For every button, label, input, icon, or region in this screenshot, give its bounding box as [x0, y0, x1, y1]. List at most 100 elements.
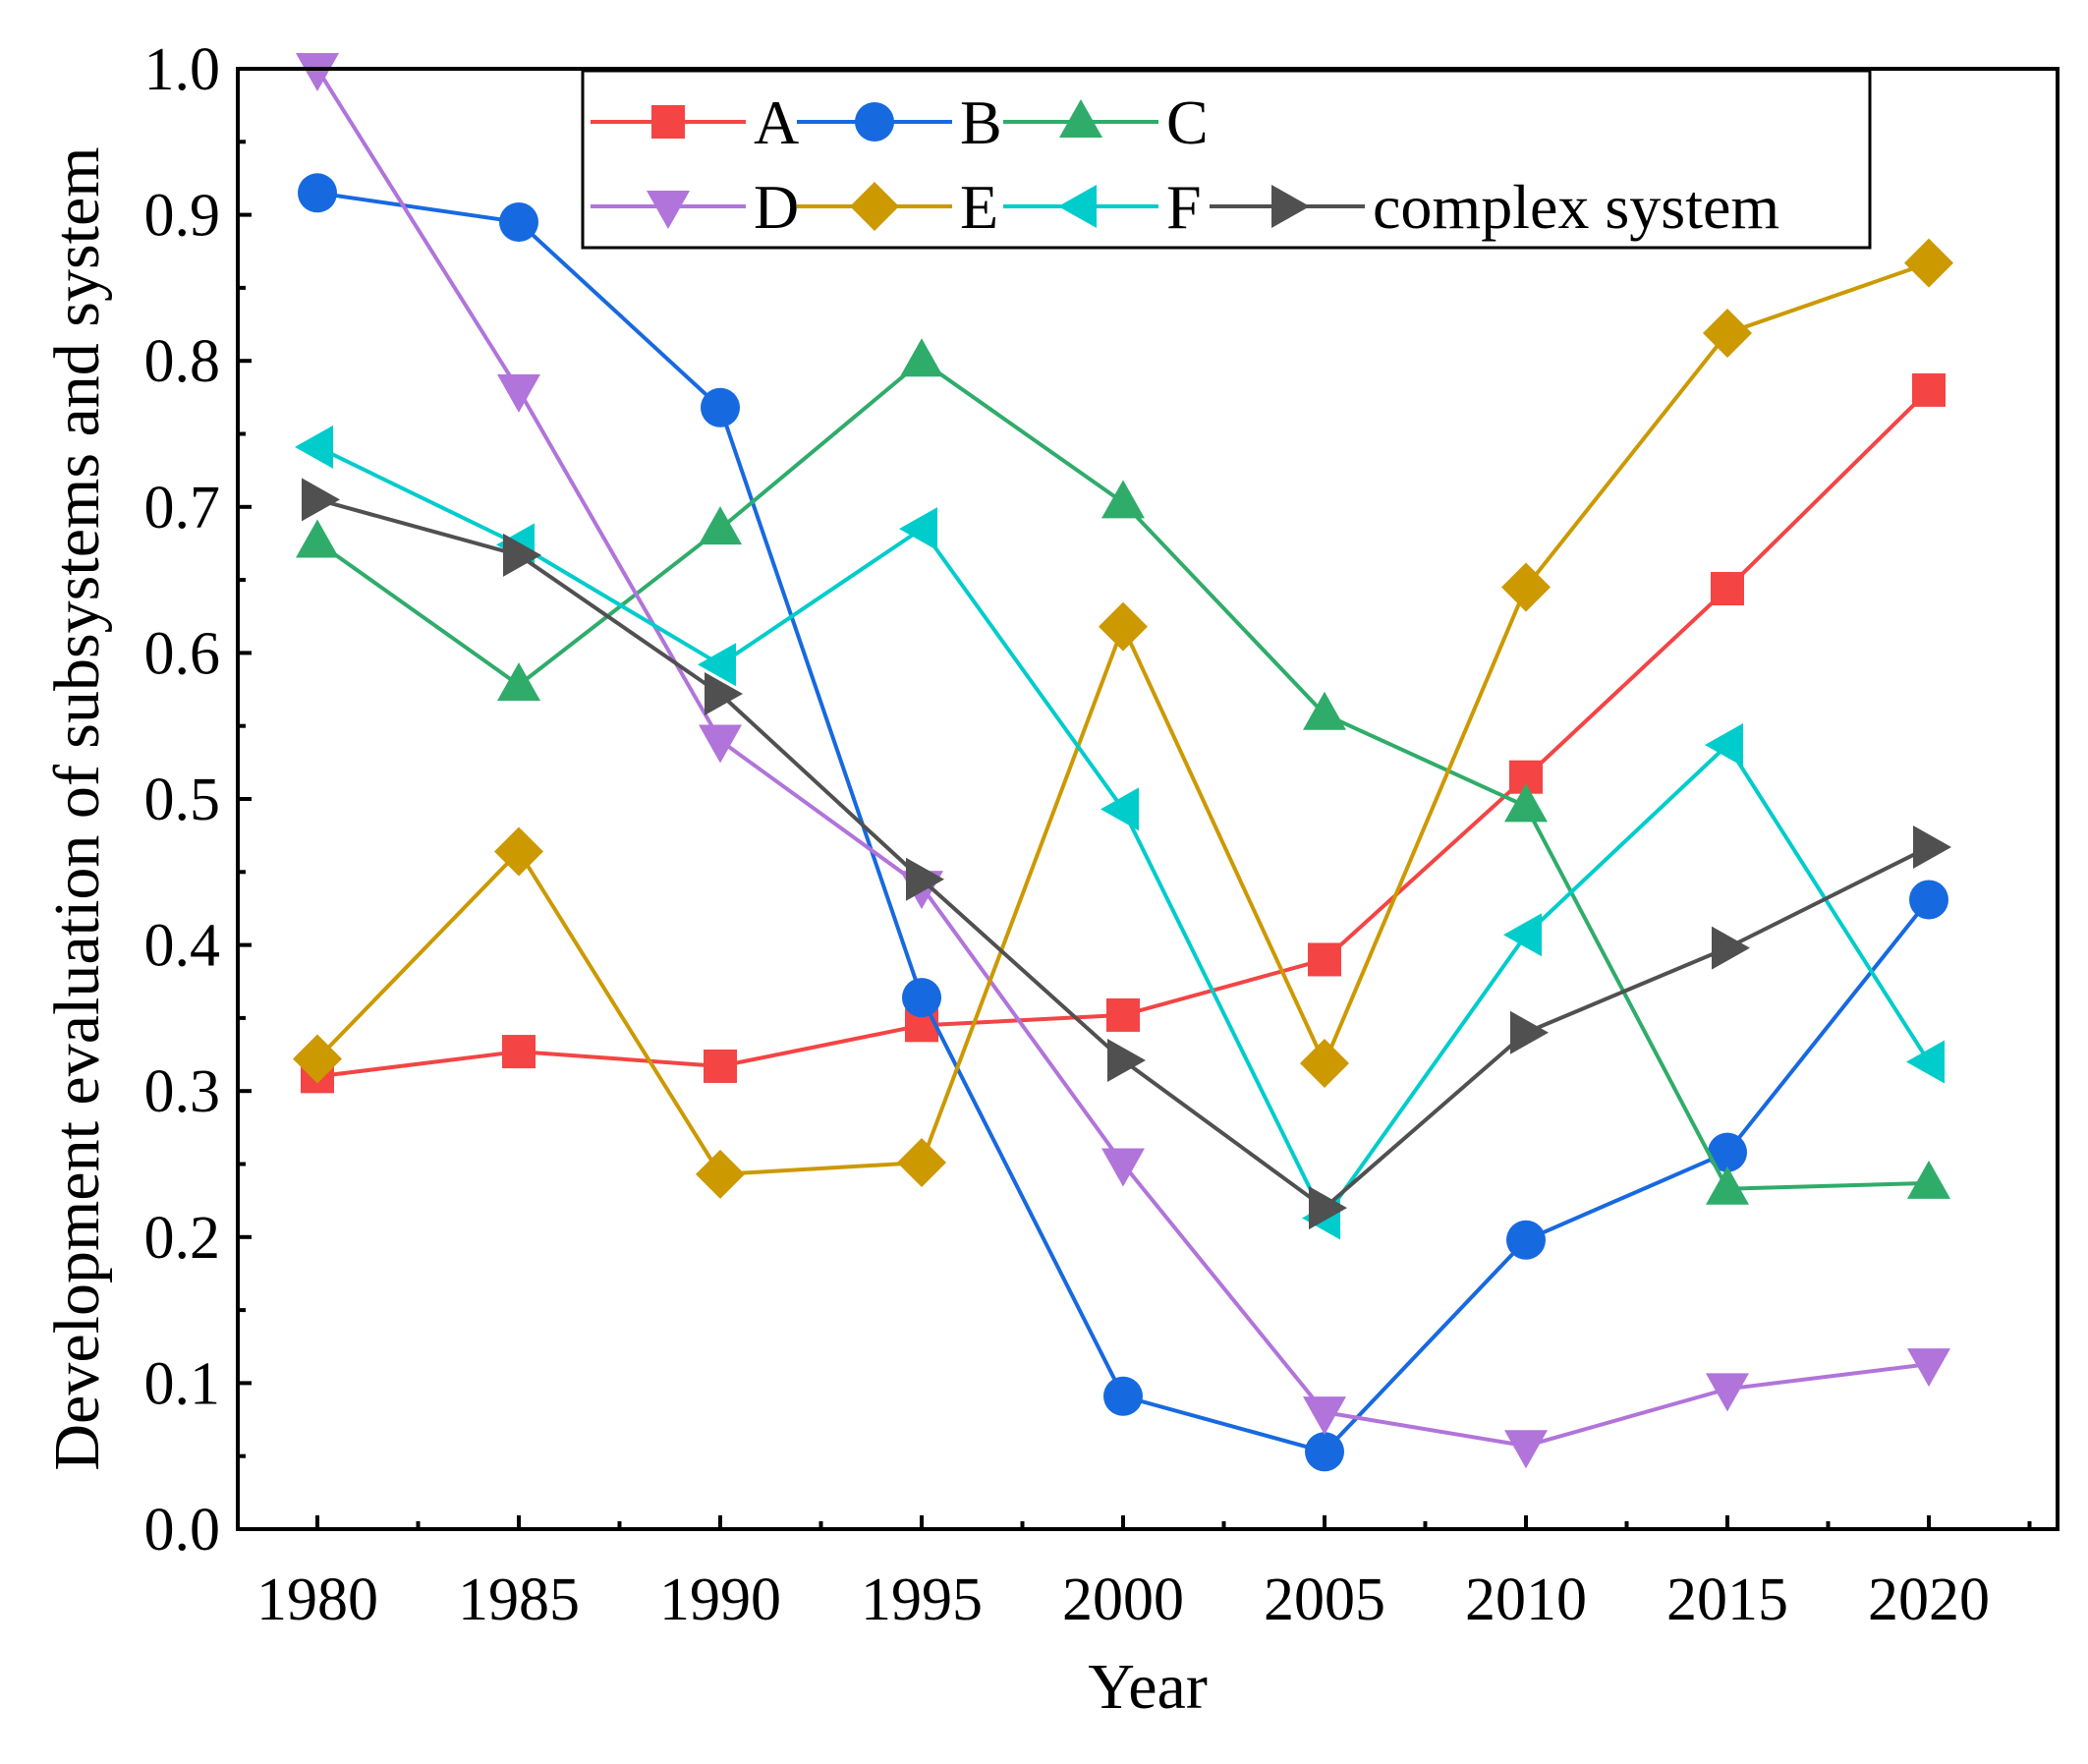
data-point-complex-system [302, 478, 340, 522]
data-point-d [1101, 1148, 1145, 1187]
data-point-e [1501, 562, 1551, 612]
data-point-a [1912, 372, 1946, 407]
data-point-c [1303, 691, 1346, 730]
legend-item-d: D [591, 172, 799, 242]
data-point-b [298, 173, 337, 213]
legend-item-e: E [797, 172, 998, 242]
data-point-d [1303, 1396, 1346, 1436]
y-tick-label: 0.7 [144, 475, 221, 541]
y-tick-label: 0.4 [144, 913, 221, 980]
data-point-b [1708, 1132, 1747, 1172]
y-tick-label: 0.5 [144, 767, 221, 833]
y-tick-label: 0.8 [144, 328, 221, 395]
data-point-c [497, 662, 540, 702]
data-point-c [296, 519, 339, 558]
series-line-d [315, 67, 1930, 1449]
data-point-f [1100, 787, 1139, 831]
data-point-d [1504, 1430, 1548, 1469]
x-tick-label: 1995 [861, 1566, 983, 1633]
data-point-d [1706, 1373, 1749, 1412]
data-point-c [1101, 480, 1145, 519]
data-point-b [902, 978, 941, 1018]
legend-marker-b [855, 102, 894, 142]
data-point-b [701, 387, 740, 427]
data-point-c [1706, 1166, 1749, 1205]
x-tick-label: 2015 [1666, 1566, 1788, 1633]
series-complex-system [302, 478, 1951, 1230]
data-point-e [897, 1138, 946, 1188]
legend-marker-a [651, 105, 685, 139]
data-point-e [1099, 601, 1148, 652]
x-tick-labels: 1980 1985 1990 1995 2000 2005 2010 2015 2020 [256, 1566, 1990, 1633]
legend-marker-e [850, 182, 899, 231]
y-tick-label: 0.1 [144, 1350, 221, 1417]
data-point-complex-system [503, 533, 541, 577]
data-point-complex-system [705, 672, 743, 716]
data-point-f [1503, 913, 1542, 957]
y-tick-label: 0.6 [144, 620, 221, 687]
data-point-f [1705, 723, 1743, 768]
y-tick-label: 1.0 [144, 36, 221, 103]
data-point-c [900, 338, 943, 377]
x-tick-label: 2010 [1465, 1566, 1587, 1633]
data-point-e [293, 1034, 342, 1084]
data-point-b [1305, 1432, 1344, 1472]
data-point-d [497, 373, 540, 413]
legend-item-a: A [591, 87, 799, 157]
legend-label: C [1166, 87, 1209, 157]
y-tick-label: 0.3 [144, 1058, 221, 1125]
data-point-f [1906, 1040, 1945, 1084]
series-line-e [315, 260, 1930, 1176]
data-point-complex-system [1712, 926, 1750, 970]
legend-item-c: C [1003, 87, 1209, 157]
data-point-f [698, 643, 736, 687]
data-point-c [1504, 783, 1548, 823]
series-e [293, 238, 1953, 1199]
data-point-b [1103, 1376, 1143, 1416]
data-point-a [1308, 942, 1341, 977]
data-point-b [1506, 1220, 1546, 1260]
data-point-f [295, 425, 333, 469]
legend-label: B [960, 87, 1002, 157]
series-d [296, 53, 1950, 1469]
legend-item-b: B [797, 87, 1002, 157]
x-tick-label: 2005 [1264, 1566, 1385, 1633]
series-c [296, 338, 1950, 1205]
data-point-a [1106, 997, 1140, 1032]
data-point-a [1711, 572, 1744, 606]
data-point-e [1703, 308, 1752, 358]
legend-label: F [1166, 172, 1202, 242]
data-point-e [1300, 1038, 1349, 1088]
data-point-f [899, 507, 937, 551]
legend-label: A [754, 87, 799, 157]
legend-item-complex-system: complex system [1210, 172, 1779, 242]
plot-frame [236, 67, 2060, 1531]
x-tick-label: 1980 [256, 1566, 378, 1633]
x-tick-label: 1985 [458, 1566, 580, 1633]
data-point-c [1907, 1160, 1950, 1199]
data-point-d [296, 53, 339, 91]
x-tick-label: 2000 [1062, 1566, 1184, 1633]
series-a [301, 372, 1946, 1094]
data-point-d [1907, 1348, 1950, 1388]
y-tick-labels: 0.0 0.1 0.2 0.3 0.4 0.5 0.6 0.7 0.8 0.9 1.0 [144, 36, 221, 1564]
series-line-f [316, 445, 1931, 1223]
data-point-b [499, 202, 538, 243]
y-tick-label: 0.0 [144, 1497, 221, 1564]
legend-box [581, 69, 1872, 250]
series-b [298, 173, 1948, 1472]
data-point-complex-system [1913, 825, 1951, 870]
data-point-complex-system [906, 857, 944, 901]
x-tick-label: 1990 [659, 1566, 781, 1633]
legend-label: D [754, 172, 799, 242]
data-point-a [704, 1049, 737, 1083]
legend-label: E [960, 172, 998, 242]
y-axis-title: Development evaluation of subsystems and… [41, 146, 113, 1470]
data-point-complex-system [1107, 1038, 1146, 1082]
data-point-c [699, 506, 742, 545]
legend-item-f: F [1003, 172, 1202, 242]
data-point-e [696, 1149, 745, 1199]
data-point-d [699, 724, 742, 764]
data-point-e [494, 826, 543, 877]
data-point-a [502, 1035, 536, 1069]
